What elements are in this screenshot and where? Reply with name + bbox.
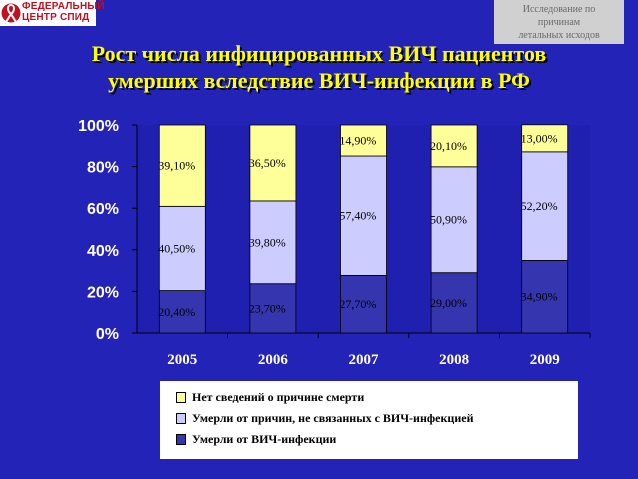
bar-segment — [158, 124, 206, 207]
legend-label: Умерли от ВИЧ-инфекции — [192, 432, 337, 446]
bar-segment — [521, 124, 569, 153]
study-note-box: Исследование по причинам летальных исход… — [494, 0, 624, 44]
study-note-line-2: причинам — [537, 17, 581, 28]
legend-swatch — [176, 413, 186, 424]
logo-line-2: ЦЕНТР СПИД — [22, 12, 90, 23]
x-tick-label: 2009 — [530, 352, 560, 368]
legend-item: Умерли от причин, не связанных с ВИЧ-инф… — [176, 408, 578, 429]
slide-title-line-2: умерших вследствие ВИЧ-инфекции в РФ — [108, 68, 530, 93]
y-tick-label: 100% — [78, 118, 119, 135]
bar-segment — [340, 124, 387, 157]
bar-segment — [158, 290, 206, 334]
bar-segment — [249, 124, 297, 202]
bar-segment — [430, 272, 478, 334]
data-label: 52,20% — [521, 199, 558, 213]
legend-item: Умерли от ВИЧ-инфекции — [176, 429, 578, 450]
stacked-bar-chart: 0% 20% 40% 60% 80% 100% 20,40% 40,50% 39,10% 2005… — [78, 118, 591, 368]
bar-segment — [340, 274, 387, 334]
study-note-line-1: Исследование по — [522, 4, 596, 15]
data-label: 57,40% — [339, 209, 376, 223]
x-tick-label: 2006 — [258, 352, 289, 368]
x-tick-label: 2005 — [167, 352, 197, 368]
data-label: 29,00% — [430, 296, 467, 310]
bar-segment — [340, 155, 387, 276]
legend-label: Умерли от причин, не связанных с ВИЧ-инф… — [192, 411, 474, 425]
data-label: 50,90% — [430, 213, 467, 227]
bar-segment — [521, 260, 569, 334]
data-label: 36,50% — [249, 156, 286, 170]
x-tick-label: 2007 — [349, 352, 380, 368]
data-label: 34,90% — [521, 290, 558, 304]
data-label: 23,70% — [249, 301, 286, 315]
legend-label: Нет сведений о причине смерти — [192, 390, 365, 404]
y-tick-label: 80% — [87, 160, 119, 177]
y-tick-label: 0% — [96, 326, 119, 343]
data-label: 13,00% — [521, 131, 558, 145]
y-tick-label: 40% — [87, 243, 119, 260]
aids-ribbon-logo-icon — [1, 3, 21, 23]
data-label: 39,80% — [249, 235, 286, 249]
data-label: 40,50% — [158, 241, 195, 255]
slide-title-line-1: Рост числа инфицированных ВИЧ пациентов — [91, 41, 547, 66]
legend-swatch — [176, 392, 186, 403]
legend-swatch — [176, 434, 186, 445]
data-label: 39,10% — [158, 159, 195, 173]
bar-segment — [158, 205, 206, 291]
slide-title: Рост числа инфицированных ВИЧ пациентов … — [0, 40, 638, 94]
chart-legend: Нет сведений о причине смерти Умерли от п… — [160, 381, 578, 459]
bar-segment — [430, 124, 478, 168]
data-label: 20,40% — [158, 305, 195, 319]
bar-segment — [249, 200, 297, 285]
logo: ФЕДЕРАЛЬНЫЙ ЦЕНТР СПИД — [0, 0, 105, 26]
logo-line-1: ФЕДЕРАЛЬНЫЙ — [22, 1, 105, 12]
x-tick-label: 2008 — [439, 352, 469, 368]
legend-item: Нет сведений о причине смерти — [176, 387, 578, 408]
bar-segment — [249, 283, 297, 334]
data-label: 14,90% — [339, 133, 376, 147]
logo-text: ФЕДЕРАЛЬНЫЙ ЦЕНТР СПИД — [22, 1, 105, 23]
bar-segment — [430, 166, 478, 274]
y-tick-label: 20% — [87, 284, 119, 301]
data-label: 27,70% — [339, 297, 376, 311]
y-tick-label: 60% — [87, 201, 119, 218]
data-label: 20,10% — [430, 139, 467, 153]
study-note-line-3: летальных исходов — [518, 30, 600, 41]
